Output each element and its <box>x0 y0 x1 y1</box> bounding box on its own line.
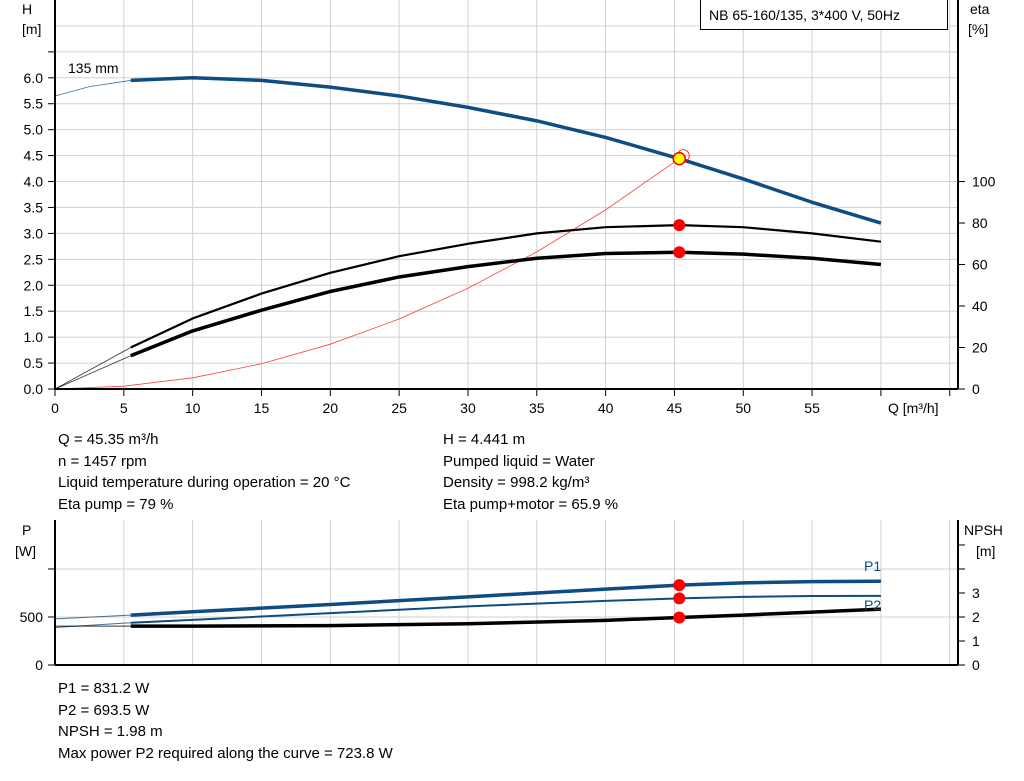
x-tick-label: 55 <box>804 400 820 416</box>
p-tick-label: 500 <box>20 609 44 625</box>
y-tick-label: 5.0 <box>24 122 44 138</box>
npsh-tick-label: 3 <box>972 585 980 601</box>
x-tick-label: 5 <box>120 400 128 416</box>
p2-curve-extension <box>54 622 131 629</box>
p-tick-label: 0 <box>35 657 43 673</box>
info-max-p2: Max power P2 required along the curve = … <box>58 744 393 762</box>
y2-tick-label: 60 <box>972 257 988 273</box>
x-tick-label: 15 <box>254 400 270 416</box>
x-tick-label: 25 <box>391 400 407 416</box>
y-tick-label: 5.5 <box>24 96 44 112</box>
eta-axis-label-line1: eta <box>970 1 990 17</box>
duty-point-eta-pump <box>673 219 686 232</box>
p2-curve-label: P2 <box>864 597 881 613</box>
impeller-curve-label: 135 mm <box>68 60 119 76</box>
x-tick-label: 35 <box>529 400 545 416</box>
eta-pump-motor-curve-extension <box>54 355 131 390</box>
h-axis-label-line1: H <box>22 1 32 17</box>
x-tick-label: 40 <box>598 400 614 416</box>
npsh-axis-label-line1: NPSH <box>964 522 1003 538</box>
y2-tick-label: 80 <box>972 215 988 231</box>
info-p1: P1 = 831.2 W <box>58 680 150 697</box>
y-tick-label: 4.5 <box>24 148 44 164</box>
info-bottom: P1 = 831.2 W P2 = 693.5 W NPSH = 1.98 m … <box>58 678 393 764</box>
y-tick-label: 1.5 <box>24 303 44 319</box>
y-tick-label: 0.5 <box>24 355 44 371</box>
y2-tick-label: 40 <box>972 298 988 314</box>
info-eta-pump: Eta pump = 79 % <box>58 495 174 513</box>
npsh-curve <box>130 607 881 628</box>
y-tick-label: 1.0 <box>24 329 44 345</box>
x-tick-label: 50 <box>735 400 751 416</box>
duty-point-head <box>672 151 687 166</box>
x-tick-label: 0 <box>51 400 59 416</box>
duty-point-p2 <box>673 592 686 605</box>
curves <box>54 76 882 629</box>
q-axis-label: Q [m³/h] <box>888 400 939 416</box>
npsh-axis-label-line2: [m] <box>976 543 995 559</box>
h-axis-label-line2: [m] <box>22 21 41 37</box>
p2-curve <box>130 594 881 624</box>
duty-point-eta-pump-motor <box>673 246 686 259</box>
info-flow: Q = 45.35 m³/h <box>58 431 159 448</box>
y-tick-label: 4.0 <box>24 174 44 190</box>
x-tick-label: 10 <box>185 400 201 416</box>
duty-point-marks <box>672 149 690 624</box>
p-axis-label-line1: P <box>22 522 31 538</box>
y2-tick-label: 0 <box>972 381 980 397</box>
x-tick-label: 20 <box>323 400 339 416</box>
y2-tick-label: 20 <box>972 340 988 356</box>
p1-curve-label: P1 <box>864 558 881 574</box>
p1-curve-extension <box>54 614 131 620</box>
duty-point-npsh <box>673 611 686 624</box>
info-speed: n = 1457 rpm <box>58 452 147 470</box>
x-tick-label: 45 <box>667 400 683 416</box>
pump-title: NB 65-160/135, 3*400 V, 50Hz <box>700 0 948 30</box>
info-p2: P2 = 693.5 W <box>58 701 150 719</box>
info-liquid-temp: Liquid temperature during operation = 20… <box>58 474 351 491</box>
eta-axis-label-line2: [%] <box>968 21 988 37</box>
p1-curve <box>130 579 881 617</box>
y-tick-label: 3.0 <box>24 225 44 241</box>
info-eta-pump-motor: Eta pump+motor = 65.9 % <box>443 495 619 513</box>
eta-pump-motor-curve <box>130 250 882 358</box>
system-curve <box>54 158 680 390</box>
grid <box>55 0 958 665</box>
info-top-left: Q = 45.35 m³/h n = 1457 rpm Liquid tempe… <box>58 429 350 515</box>
y2-tick-label: 100 <box>972 174 996 190</box>
npsh-tick-label: 0 <box>972 657 980 673</box>
info-density: Density = 998.2 kg/m³ <box>443 474 590 491</box>
eta-pump-curve <box>130 224 882 349</box>
info-top-right: H = 4.441 m Pumped liquid = Water Densit… <box>443 429 618 515</box>
info-head: H = 4.441 m <box>443 431 526 448</box>
axes: 0 5 10 15 20 25 30 35 40 45 50 550.00.51.01.52.02.5… <box>20 0 996 673</box>
duty-point-p1 <box>673 579 686 592</box>
info-npsh: NPSH = 1.98 m <box>58 723 163 740</box>
npsh-tick-label: 1 <box>972 633 980 649</box>
npsh-tick-label: 2 <box>972 609 980 625</box>
y-tick-label: 2.0 <box>24 277 44 293</box>
head-curve <box>130 76 882 225</box>
head-curve-extension <box>54 79 131 97</box>
info-pumped-liquid: Pumped liquid = Water <box>443 452 595 470</box>
y-tick-label: 3.5 <box>24 199 44 215</box>
y-tick-label: 6.0 <box>24 70 44 86</box>
p-axis-label-line2: [W] <box>15 543 36 559</box>
y-tick-label: 2.5 <box>24 251 44 267</box>
x-tick-label: 30 <box>460 400 476 416</box>
eta-pump-curve-extension <box>54 347 131 390</box>
y-tick-label: 0.0 <box>24 381 44 397</box>
